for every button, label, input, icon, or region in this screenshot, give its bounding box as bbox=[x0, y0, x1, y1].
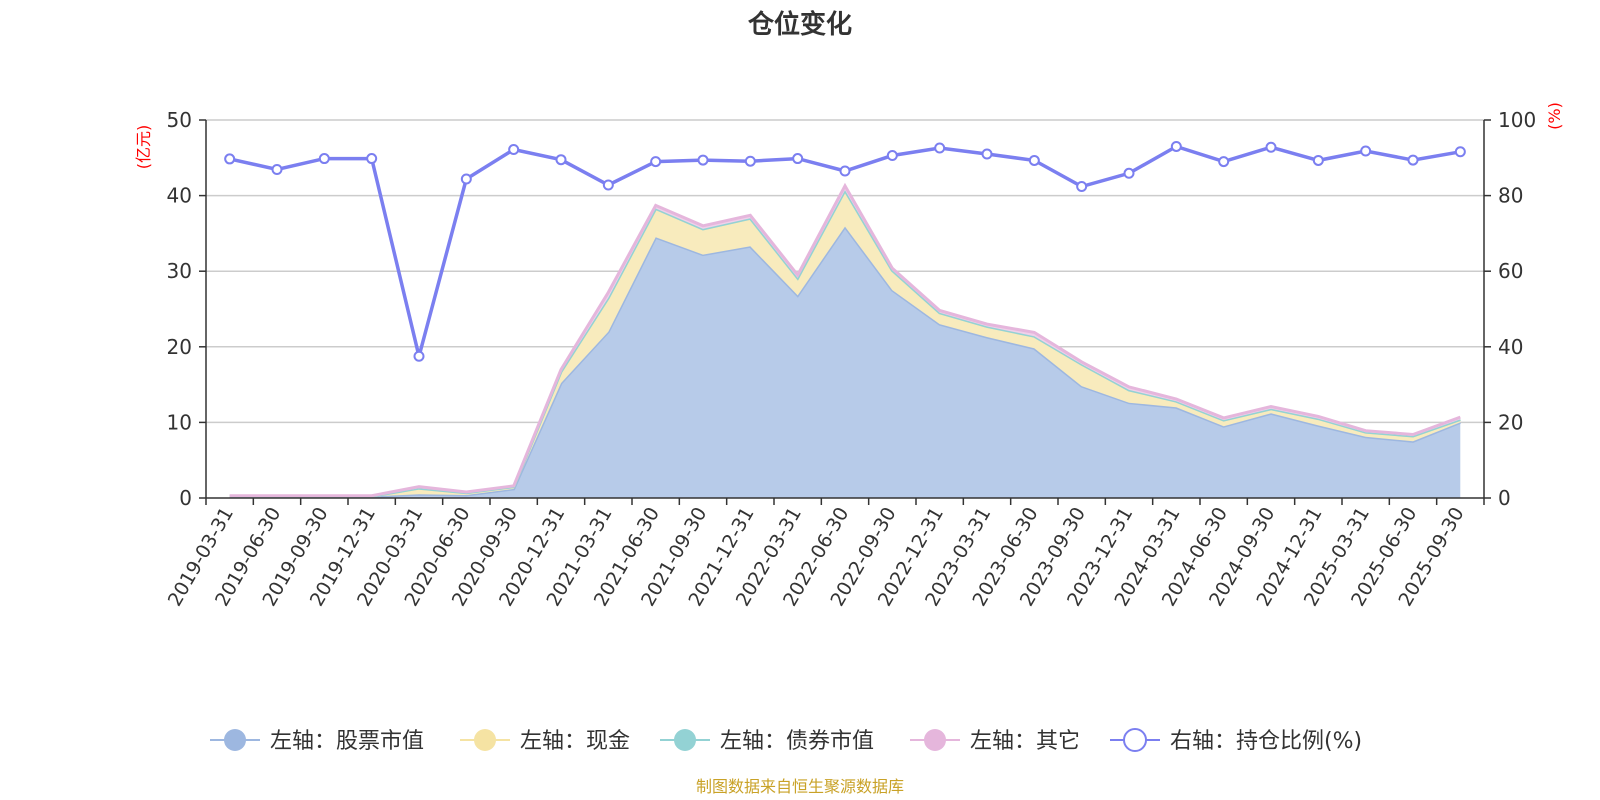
holding-ratio-point bbox=[886, 150, 898, 162]
legend-label: 左轴：现金 bbox=[520, 729, 630, 754]
legend-item: 左轴：其它 bbox=[910, 729, 1080, 754]
holding-ratio-point bbox=[602, 179, 614, 191]
right-tick-label: 60 bbox=[1498, 259, 1523, 283]
holding-ratio-point bbox=[981, 148, 993, 160]
legend-label: 左轴：债券市值 bbox=[720, 729, 874, 754]
holding-ratio-point bbox=[697, 154, 709, 166]
holding-ratio-point bbox=[934, 142, 946, 154]
left-tick-label: 0 bbox=[179, 486, 192, 510]
legend-marker bbox=[924, 729, 946, 751]
legend-item: 左轴：债券市值 bbox=[660, 729, 874, 754]
holding-ratio-point bbox=[460, 173, 472, 185]
left-tick-label: 20 bbox=[167, 335, 192, 359]
holding-ratio-point bbox=[1360, 145, 1372, 157]
holding-ratio-point bbox=[1076, 181, 1088, 193]
holding-ratio-point bbox=[555, 154, 567, 166]
right-tick-label: 20 bbox=[1498, 410, 1523, 434]
holding-ratio-point bbox=[318, 153, 330, 165]
legend-label: 右轴：持仓比例(%) bbox=[1170, 729, 1362, 754]
holding-ratio-point bbox=[224, 153, 236, 165]
right-tick-label: 0 bbox=[1498, 486, 1511, 510]
legend-marker bbox=[474, 729, 496, 751]
legend-item: 右轴：持仓比例(%) bbox=[1110, 728, 1362, 754]
holding-ratio-point bbox=[1170, 140, 1182, 152]
right-tick-label: 80 bbox=[1498, 184, 1523, 208]
holding-ratio-point bbox=[650, 156, 662, 168]
right-axis-unit: (%) bbox=[1545, 102, 1564, 130]
left-tick-label: 50 bbox=[167, 108, 192, 132]
legend-item: 左轴：现金 bbox=[460, 729, 630, 754]
left-tick-label: 10 bbox=[167, 410, 192, 434]
legend-item: 左轴：股票市值 bbox=[210, 729, 424, 754]
holding-ratio-point bbox=[1454, 146, 1466, 158]
holding-ratio-point bbox=[366, 153, 378, 165]
holding-ratio-point bbox=[1407, 154, 1419, 166]
left-tick-label: 40 bbox=[167, 184, 192, 208]
holding-ratio-point bbox=[839, 165, 851, 177]
legend-marker bbox=[224, 729, 246, 751]
right-tick-label: 100 bbox=[1498, 108, 1536, 132]
holding-ratio-point bbox=[508, 143, 520, 155]
holding-ratio-point bbox=[1218, 156, 1230, 168]
legend-marker bbox=[674, 729, 696, 751]
legend-marker bbox=[1123, 728, 1147, 752]
holding-ratio-point bbox=[792, 153, 804, 165]
holding-ratio-point bbox=[1123, 167, 1135, 179]
area-series bbox=[229, 182, 1461, 498]
holding-ratio-point bbox=[744, 155, 756, 167]
area-line-左轴：其它 bbox=[229, 182, 1461, 498]
legend-label: 左轴：股票市值 bbox=[270, 729, 424, 754]
holding-ratio-point bbox=[1312, 154, 1324, 166]
holding-ratio-point bbox=[271, 164, 283, 176]
data-source-note: 制图数据来自恒生聚源数据库 bbox=[696, 777, 904, 796]
holding-ratio-series bbox=[224, 140, 1466, 362]
holding-ratio-point bbox=[1028, 154, 1040, 166]
holding-ratio-point bbox=[1265, 141, 1277, 153]
left-tick-label: 30 bbox=[167, 259, 192, 283]
right-tick-label: 40 bbox=[1498, 335, 1523, 359]
area-左轴：股票市值 bbox=[229, 226, 1461, 498]
holding-ratio-point bbox=[413, 350, 425, 362]
legend-label: 左轴：其它 bbox=[970, 729, 1080, 754]
legend: 左轴：股票市值 左轴：现金 左轴：债券市值 左轴：其它 右轴：持仓比例(%) bbox=[210, 728, 1362, 754]
chart-title: 仓位变化 bbox=[747, 9, 852, 40]
left-axis-unit: (亿元) bbox=[134, 125, 153, 170]
